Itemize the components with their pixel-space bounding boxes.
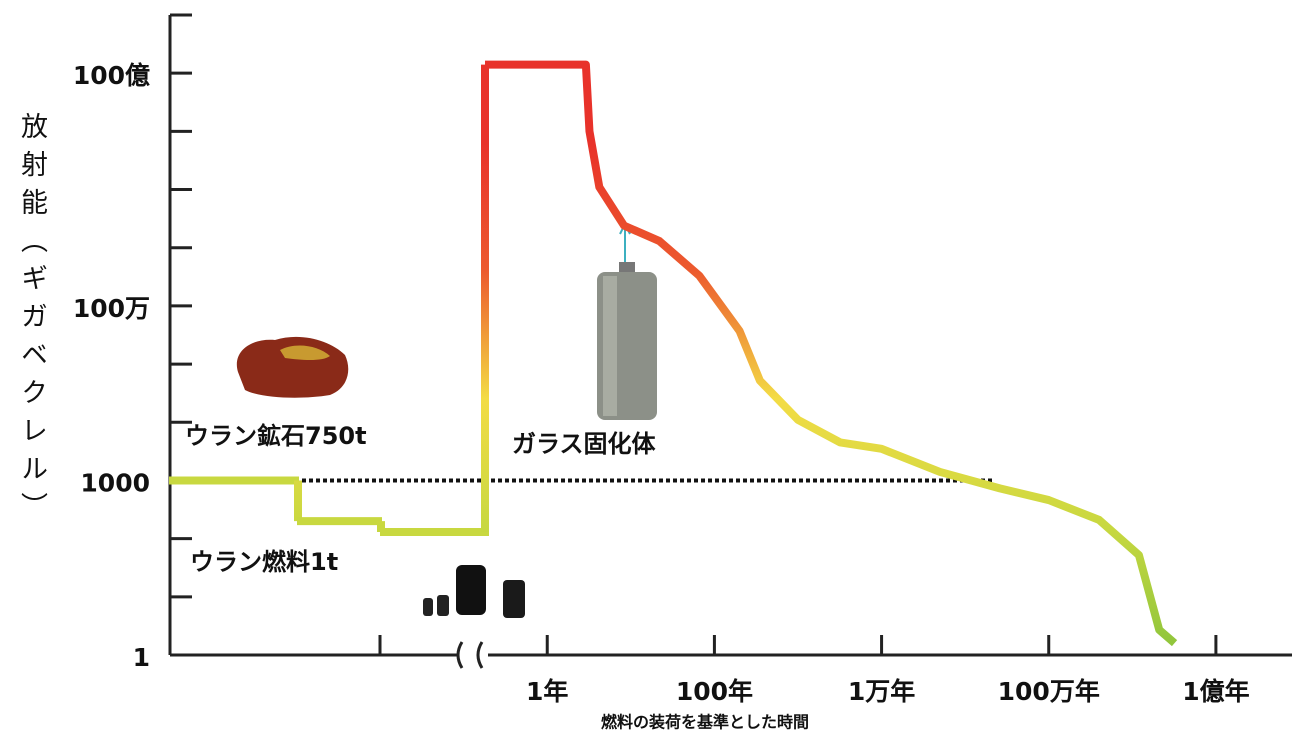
x-tick-label: 1万年	[848, 677, 915, 706]
axis-break	[456, 641, 484, 669]
ore-image	[236, 336, 349, 398]
ore-label: ウラン鉱石750t	[185, 422, 367, 450]
y-tick-label: 1	[133, 643, 150, 672]
decay-line	[485, 60, 1178, 647]
y-tick-label: 1000	[80, 468, 150, 497]
y-tick-label: 100億	[73, 61, 150, 90]
fuel-pellets-image	[423, 565, 525, 618]
fuel-label: ウラン燃料1t	[190, 548, 338, 576]
x-tick-label: 100年	[676, 677, 753, 706]
canister-image	[597, 221, 657, 420]
y-tick-label: 100万	[73, 294, 150, 323]
x-tick-label: 1億年	[1182, 677, 1249, 706]
x-tick-label: 100万年	[998, 677, 1100, 706]
y-axis-title: 放射能（ギガベクレル）	[16, 112, 47, 530]
x-tick-label: 1年	[526, 677, 568, 706]
x-axis-title: 燃料の装荷を基準とした時間	[601, 713, 809, 732]
glass-label: ガラス固化体	[512, 430, 657, 458]
